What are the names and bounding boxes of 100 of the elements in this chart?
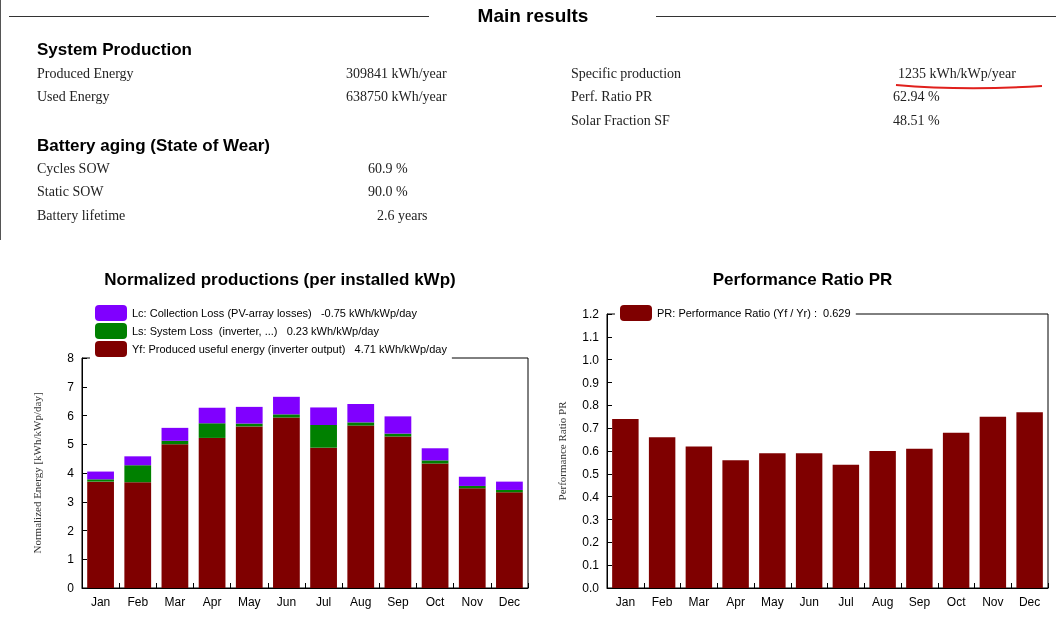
- y-tick-label: 0.7: [582, 421, 600, 436]
- x-tick-label: Apr: [202, 595, 222, 609]
- x-tick-label: Mar: [164, 595, 186, 609]
- y-tick-label: 3: [67, 494, 75, 509]
- y-tick-label: 0.6: [582, 444, 600, 458]
- legend-label: Yf: Produced useful energy (inverter output) 4.71 kWh/kWp/day: [132, 343, 448, 355]
- x-tick-label: Dec: [498, 595, 521, 609]
- bar: [906, 448, 933, 588]
- bar: [942, 432, 970, 588]
- y-tick-label: 1: [67, 552, 75, 567]
- bar: [87, 471, 114, 480]
- y-tick-label: 0: [67, 581, 75, 595]
- bar: [612, 419, 639, 588]
- y-tick-label: 0.8: [582, 398, 600, 413]
- bar: [722, 460, 749, 588]
- bar: [310, 447, 337, 588]
- text: Battery lifetime: [37, 208, 126, 224]
- text: Used Energy: [37, 89, 110, 105]
- text: 62.94 %: [893, 89, 940, 105]
- x-tick-label: Oct: [946, 595, 967, 609]
- bar: [87, 479, 114, 482]
- y-tick-label: 5: [67, 437, 75, 452]
- y-tick-label: 8: [67, 351, 75, 365]
- y-tick-label: 1.0: [582, 352, 600, 367]
- y-tick-label: 0.1: [582, 558, 600, 573]
- text: 309841 kWh/year: [346, 66, 447, 82]
- text: Cycles SOW: [37, 161, 110, 177]
- x-tick-label: Aug: [350, 595, 372, 609]
- y-tick-label: 2: [67, 523, 75, 538]
- bar: [310, 407, 337, 425]
- y-axis-title: Performance Ratio PR: [555, 400, 568, 501]
- bar: [235, 426, 263, 588]
- bar: [979, 416, 1007, 588]
- bar: [384, 436, 412, 588]
- chart-title: Performance Ratio PR: [712, 270, 893, 289]
- x-tick-label: May: [237, 595, 261, 609]
- bar: [347, 404, 375, 423]
- bar: [759, 453, 786, 588]
- x-tick-label: Sep: [387, 595, 409, 609]
- bar: [124, 456, 152, 466]
- x-tick-label: Nov: [461, 595, 483, 609]
- legend-label: PR: Performance Ratio (Yf / Yr) : 0.629: [657, 307, 851, 319]
- bar: [458, 488, 486, 588]
- chart-title: Normalized productions (per installed kWp): [104, 270, 456, 289]
- y-tick-label: 0.0: [582, 581, 600, 595]
- y-tick-label: 7: [67, 379, 75, 394]
- y-tick-label: 0.3: [582, 512, 600, 527]
- x-tick-label: May: [761, 595, 784, 609]
- x-tick-label: Jun: [276, 595, 297, 609]
- bar: [384, 416, 412, 434]
- y-tick-label: 0.9: [582, 375, 600, 390]
- x-tick-label: Feb: [127, 595, 149, 609]
- bar: [685, 446, 713, 588]
- bar: [1016, 412, 1043, 588]
- text: 48.51 %: [893, 113, 940, 129]
- bar: [124, 482, 152, 588]
- bar: [87, 481, 114, 588]
- y-tick-label: 0.4: [582, 489, 600, 504]
- text: Solar Fraction SF: [571, 113, 670, 129]
- y-tick-label: 1.2: [582, 307, 600, 321]
- bar: [421, 448, 449, 461]
- y-tick-label: 0.2: [582, 535, 600, 550]
- bar: [795, 453, 823, 588]
- bar: [421, 463, 449, 588]
- bar: [273, 414, 300, 418]
- text: Main results: [476, 5, 590, 27]
- y-tick-label: 1.1: [582, 329, 600, 344]
- legend-label: Ls: System Loss (inverter, ...) 0.23 kWh/kWp/day: [132, 325, 380, 337]
- bar: [496, 492, 523, 588]
- bar: [310, 424, 337, 448]
- bar: [832, 464, 860, 588]
- bar: [235, 406, 263, 424]
- text: Perf. Ratio PR: [571, 89, 653, 105]
- bar: [496, 481, 523, 490]
- text: Specific production: [571, 66, 682, 82]
- x-tick-label: Jan: [615, 595, 636, 609]
- x-tick-label: Oct: [425, 595, 446, 609]
- bar: [124, 465, 152, 483]
- bar: [161, 444, 189, 588]
- text: System Production: [37, 40, 192, 60]
- legend-label: Lc: Collection Loss (PV-array losses) -0.75 kWh/kWp/day: [132, 307, 418, 319]
- text: Battery aging (State of Wear): [37, 136, 271, 156]
- x-tick-label: Mar: [688, 595, 710, 609]
- x-tick-label: Nov: [982, 595, 1004, 609]
- x-tick-label: Sep: [908, 595, 931, 609]
- bar: [421, 460, 449, 464]
- bar: [458, 476, 486, 486]
- bar: [347, 422, 375, 426]
- text: 638750 kWh/year: [346, 89, 447, 105]
- bar: [347, 425, 375, 588]
- bar: [273, 417, 300, 588]
- x-tick-label: Jun: [799, 595, 819, 609]
- text: Produced Energy: [37, 66, 134, 82]
- text: 90.0 %: [368, 184, 408, 200]
- text: 2.6 years: [377, 208, 428, 224]
- x-tick-label: Jul: [315, 595, 332, 609]
- text: Static SOW: [37, 184, 104, 200]
- y-tick-label: 0.5: [582, 466, 600, 481]
- x-tick-label: Aug: [871, 595, 894, 609]
- x-tick-label: Jul: [838, 595, 854, 609]
